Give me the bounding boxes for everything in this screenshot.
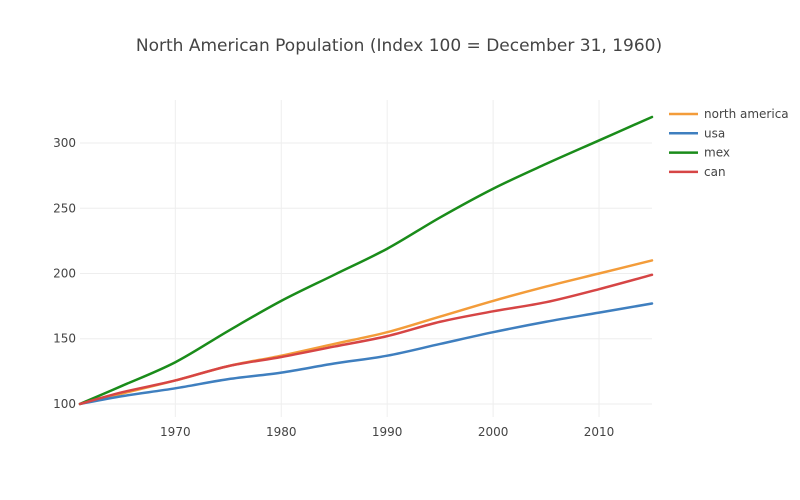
x-tick-label-2010: 2010 bbox=[584, 425, 615, 439]
legend-label-mex: mex bbox=[704, 146, 730, 160]
legend-label-north-america: north america bbox=[704, 107, 789, 121]
series-line-can[interactable] bbox=[78, 273, 654, 406]
x-tick-label-1980: 1980 bbox=[266, 425, 297, 439]
y-tick-label-250: 250 bbox=[53, 201, 76, 215]
legend-label-usa: usa bbox=[704, 126, 725, 140]
x-tick-label-1970: 1970 bbox=[160, 425, 191, 439]
chart-title: North American Population (Index 100 = D… bbox=[136, 36, 662, 56]
tick-labels: 1970 1980 1990 2000 2010 100 150 200 250 300 bbox=[53, 136, 614, 439]
x-tick-label-2000: 2000 bbox=[478, 425, 509, 439]
y-tick-label-200: 200 bbox=[53, 267, 76, 281]
y-tick-label-300: 300 bbox=[53, 136, 76, 150]
legend: north america usa mex can bbox=[669, 107, 789, 179]
x-tick-label-1990: 1990 bbox=[372, 425, 403, 439]
y-tick-label-150: 150 bbox=[53, 332, 76, 346]
series-line-usa[interactable] bbox=[78, 302, 654, 406]
legend-label-can: can bbox=[704, 165, 726, 179]
legend-item-usa[interactable]: usa bbox=[669, 126, 725, 140]
legend-item-can[interactable]: can bbox=[669, 165, 726, 179]
series-lines bbox=[78, 115, 654, 406]
legend-item-mex[interactable]: mex bbox=[669, 146, 730, 160]
y-tick-label-100: 100 bbox=[53, 397, 76, 411]
grid bbox=[80, 100, 652, 417]
legend-item-north-america[interactable]: north america bbox=[669, 107, 789, 121]
series-line-mex[interactable] bbox=[78, 115, 654, 406]
